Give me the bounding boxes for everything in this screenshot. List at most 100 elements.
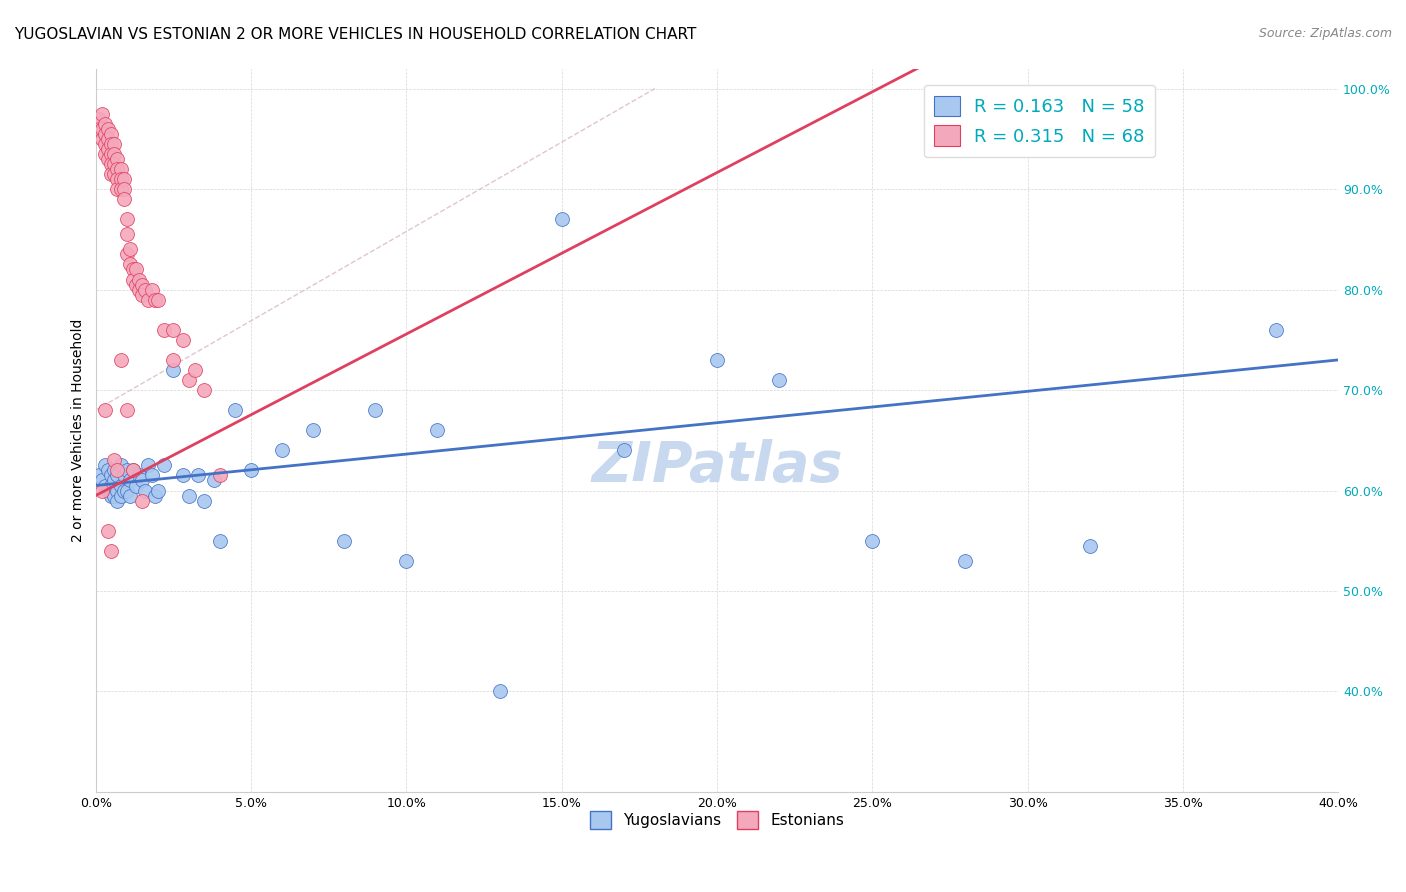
Point: [125, 262, 148, 277]
Point: [128, 468, 150, 483]
Point: [97, 132, 120, 146]
Point: [131, 493, 153, 508]
Point: [122, 463, 145, 477]
Point: [107, 463, 129, 477]
Point: [118, 243, 141, 257]
Point: [125, 277, 148, 292]
Point: [153, 458, 176, 473]
Point: [162, 363, 184, 377]
Point: [333, 533, 356, 548]
Point: [125, 478, 148, 492]
Point: [97, 121, 120, 136]
Point: [302, 423, 325, 437]
Point: [1078, 539, 1101, 553]
Point: [100, 157, 122, 171]
Point: [100, 478, 122, 492]
Point: [141, 283, 163, 297]
Point: [94, 458, 117, 473]
Text: YUGOSLAVIAN VS ESTONIAN 2 OR MORE VEHICLES IN HOUSEHOLD CORRELATION CHART: YUGOSLAVIAN VS ESTONIAN 2 OR MORE VEHICL…: [14, 27, 696, 42]
Point: [146, 483, 169, 498]
Point: [94, 117, 117, 131]
Point: [107, 483, 129, 498]
Point: [115, 463, 138, 477]
Point: [193, 493, 215, 508]
Point: [172, 468, 194, 483]
Point: [112, 468, 135, 483]
Point: [177, 489, 200, 503]
Text: ZIPatlas: ZIPatlas: [591, 440, 842, 493]
Point: [103, 147, 125, 161]
Point: [143, 489, 166, 503]
Point: [90, 132, 112, 146]
Point: [162, 352, 184, 367]
Point: [115, 483, 138, 498]
Point: [131, 277, 153, 292]
Point: [97, 483, 120, 498]
Point: [118, 489, 141, 503]
Point: [131, 474, 153, 488]
Point: [706, 352, 728, 367]
Point: [177, 373, 200, 387]
Point: [100, 489, 122, 503]
Point: [97, 152, 120, 166]
Point: [115, 403, 138, 417]
Point: [107, 161, 129, 176]
Point: [97, 463, 120, 477]
Point: [100, 147, 122, 161]
Point: [94, 147, 117, 161]
Point: [94, 478, 117, 492]
Point: [103, 136, 125, 151]
Point: [271, 443, 294, 458]
Point: [138, 293, 160, 307]
Point: [103, 489, 125, 503]
Point: [141, 468, 163, 483]
Point: [193, 383, 215, 397]
Point: [110, 172, 132, 186]
Point: [122, 262, 145, 277]
Point: [97, 142, 120, 156]
Point: [122, 463, 145, 477]
Point: [131, 287, 153, 301]
Point: [613, 443, 636, 458]
Point: [100, 167, 122, 181]
Point: [110, 489, 132, 503]
Point: [115, 212, 138, 227]
Point: [550, 212, 572, 227]
Point: [94, 403, 117, 417]
Point: [87, 112, 110, 126]
Point: [103, 474, 125, 488]
Point: [110, 478, 132, 492]
Point: [202, 474, 225, 488]
Point: [364, 403, 387, 417]
Point: [208, 533, 231, 548]
Y-axis label: 2 or more Vehicles in Household: 2 or more Vehicles in Household: [72, 318, 86, 542]
Point: [187, 468, 209, 483]
Point: [488, 684, 510, 698]
Point: [110, 182, 132, 196]
Point: [100, 544, 122, 558]
Point: [100, 136, 122, 151]
Legend: Yugoslavians, Estonians: Yugoslavians, Estonians: [583, 805, 851, 835]
Point: [115, 227, 138, 242]
Point: [107, 152, 129, 166]
Point: [134, 283, 156, 297]
Point: [184, 363, 207, 377]
Point: [100, 127, 122, 141]
Text: Source: ZipAtlas.com: Source: ZipAtlas.com: [1258, 27, 1392, 40]
Point: [118, 257, 141, 271]
Point: [768, 373, 790, 387]
Point: [107, 468, 129, 483]
Point: [426, 423, 449, 437]
Point: [87, 121, 110, 136]
Point: [143, 293, 166, 307]
Point: [112, 172, 135, 186]
Point: [134, 483, 156, 498]
Point: [955, 554, 977, 568]
Point: [112, 192, 135, 206]
Point: [94, 127, 117, 141]
Point: [103, 463, 125, 477]
Point: [112, 182, 135, 196]
Point: [87, 468, 110, 483]
Point: [138, 458, 160, 473]
Point: [107, 493, 129, 508]
